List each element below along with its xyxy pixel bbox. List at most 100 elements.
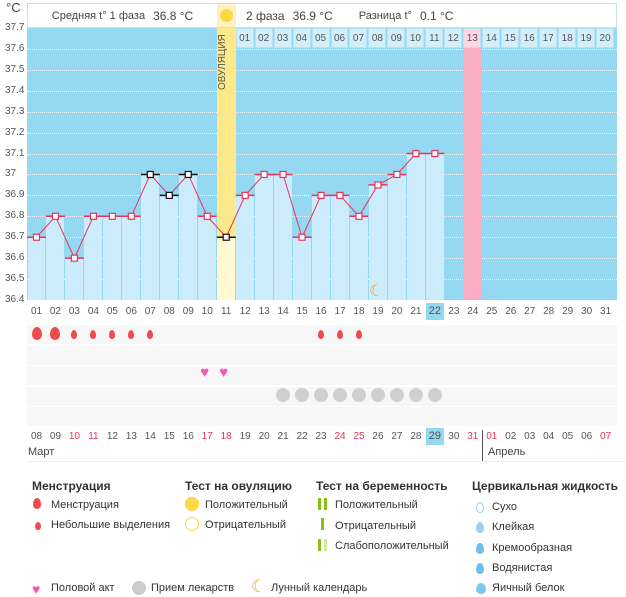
temperature-point [184, 170, 192, 179]
legend-ovulation-positive: Положительный [205, 499, 288, 511]
date-label[interactable]: 24 [334, 431, 346, 442]
temperature-bar [255, 174, 274, 300]
legend-cervical-item: Водянистая [492, 561, 553, 574]
date-label[interactable]: 10 [68, 431, 80, 442]
temperature-bar [368, 184, 387, 300]
post-ovulation-day: 09 [387, 28, 406, 48]
legend-pregnancy-faint: Слабоположительный [335, 540, 449, 552]
temperature-point [32, 233, 41, 241]
y-tick-label: 37 [5, 168, 17, 180]
date-label[interactable]: 30 [448, 431, 460, 442]
temperature-chart[interactable]: 01 02 03 04 05 06 07 08 09 10 11 12 13 14 15 16 17 18 19 20 [27, 28, 617, 300]
phase1-value: 36.8 °C [153, 8, 194, 23]
date-label[interactable]: 04 [543, 431, 555, 442]
symptom-row[interactable] [27, 345, 617, 365]
post-ovulation-day: 07 [349, 28, 368, 48]
cycle-day-label: 19 [372, 306, 384, 317]
light-bleeding-icon [318, 330, 325, 339]
month-march: Март [28, 446, 55, 458]
temperature-bar [27, 237, 46, 300]
gridline [27, 48, 617, 50]
eggwhite-icon [476, 583, 486, 595]
legend-cervical-item: Кремообразная [492, 541, 573, 554]
temperature-polyline [36, 153, 435, 260]
date-label[interactable]: 02 [505, 431, 517, 442]
post-ovulation-day: 06 [330, 28, 349, 48]
month-april: Апрель [488, 446, 526, 458]
diff-value: 0.1 °C [419, 8, 454, 23]
light-bleeding-icon [109, 330, 116, 339]
symptom-row[interactable] [27, 407, 617, 426]
temperature-bar [425, 153, 444, 300]
temperature-bar [406, 153, 425, 300]
date-label[interactable]: 06 [581, 431, 593, 442]
menstruation-icon [50, 327, 61, 340]
y-tick-label: 37.5 [5, 63, 25, 75]
legend-pregnancy-positive: Положительный [335, 499, 418, 511]
legend-menstruation-title: Менструация [32, 479, 111, 493]
pregnancy-positive-icon [318, 498, 321, 510]
temperature-bar [274, 174, 293, 300]
date-label[interactable]: 20 [258, 431, 270, 442]
date-label[interactable]: 28 [410, 431, 422, 442]
date-label[interactable]: 23 [315, 431, 327, 442]
date-label[interactable]: 01 [486, 431, 498, 442]
cycle-day-label: 22 [425, 303, 444, 320]
date-label[interactable]: 03 [524, 431, 536, 442]
temperature-point [51, 212, 60, 220]
symptom-row[interactable] [27, 366, 617, 385]
temperature-point [165, 191, 173, 199]
pill-icon [276, 388, 291, 402]
month-divider [482, 430, 483, 462]
pill-icon [408, 388, 423, 402]
date-label[interactable]: 21 [277, 431, 289, 442]
temperature-point [70, 254, 79, 262]
temperature-point [241, 191, 249, 199]
date-label[interactable]: 16 [182, 431, 194, 442]
light-bleeding-icon [147, 330, 154, 339]
date-label[interactable]: 07 [600, 431, 612, 442]
temperature-line [27, 149, 445, 262]
menstruation-icon [31, 327, 42, 340]
unit-label: °C [6, 0, 21, 15]
temperature-point [298, 233, 306, 241]
y-tick-label: 36.6 [5, 252, 25, 264]
date-label[interactable]: 11 [88, 431, 99, 442]
date-label[interactable]: 13 [125, 431, 137, 442]
date-label[interactable]: 09 [49, 431, 62, 442]
temperature-bar [141, 174, 160, 300]
post-ovulation-day: 20 [596, 28, 615, 48]
date-label[interactable]: 25 [353, 431, 365, 442]
date-label[interactable]: 29 [425, 428, 444, 445]
diff-label: Разница t° [358, 9, 412, 22]
date-label[interactable]: 15 [163, 431, 175, 442]
date-label[interactable]: 05 [562, 431, 574, 442]
post-ovulation-day: 14 [482, 28, 501, 48]
ovulation-positive-icon [220, 9, 233, 22]
y-tick-label: 37.3 [5, 105, 25, 117]
heart-icon: ♥ [219, 364, 229, 381]
pill-icon [333, 388, 348, 402]
light-bleeding-icon [337, 330, 344, 339]
date-label[interactable]: 26 [372, 431, 384, 442]
post-ovulation-day: 04 [292, 28, 311, 48]
date-label[interactable]: 08 [30, 431, 43, 442]
date-label[interactable]: 27 [391, 431, 403, 442]
date-label[interactable]: 31 [467, 431, 479, 442]
post-ovulation-day: 18 [558, 28, 577, 48]
date-label[interactable]: 19 [239, 431, 251, 442]
temperature-point [127, 212, 135, 220]
temperature-bar [198, 216, 217, 300]
date-label[interactable]: 22 [296, 431, 308, 442]
expected-period-column [463, 28, 483, 300]
date-label[interactable]: 14 [144, 431, 156, 442]
light-bleeding-icon [90, 330, 97, 339]
cycle-day-label: 11 [220, 306, 232, 317]
date-label[interactable]: 18 [220, 431, 232, 442]
date-label[interactable]: 17 [201, 431, 213, 442]
cycle-day-label: 20 [391, 306, 403, 317]
temperature-point [260, 170, 268, 179]
date-label[interactable]: 12 [106, 431, 118, 442]
legend-cervical-item: Яичный белок [492, 582, 565, 595]
legend-cervical-title: Цервикальная жидкость [472, 479, 619, 493]
